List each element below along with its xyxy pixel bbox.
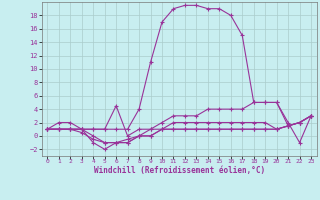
X-axis label: Windchill (Refroidissement éolien,°C): Windchill (Refroidissement éolien,°C)	[94, 166, 265, 175]
